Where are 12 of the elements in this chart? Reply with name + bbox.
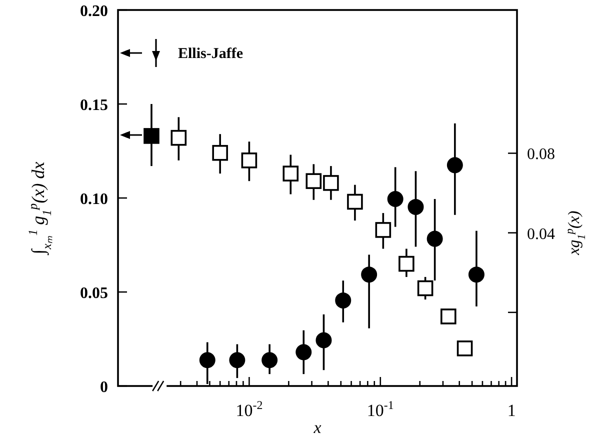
y-tick-label: 0.05 bbox=[80, 285, 108, 302]
y2-tick-label: 0.04 bbox=[527, 226, 555, 243]
x-tick-label: 1 bbox=[507, 401, 516, 420]
x-tick-label: 10$^{-2}$ bbox=[236, 398, 263, 420]
y-tick-label: 0.20 bbox=[80, 3, 108, 20]
y-tick-label: 0 bbox=[100, 379, 108, 396]
x-axis-title: x bbox=[312, 418, 322, 435]
annotation: Ellis-Jaffe bbox=[178, 46, 244, 62]
x-tick-label: 10$^{-1}$ bbox=[366, 398, 394, 420]
y2-tick-label: 0.08 bbox=[527, 146, 555, 164]
y-tick-label: 0.15 bbox=[80, 97, 108, 114]
y-tick-label: 0.10 bbox=[80, 191, 108, 208]
